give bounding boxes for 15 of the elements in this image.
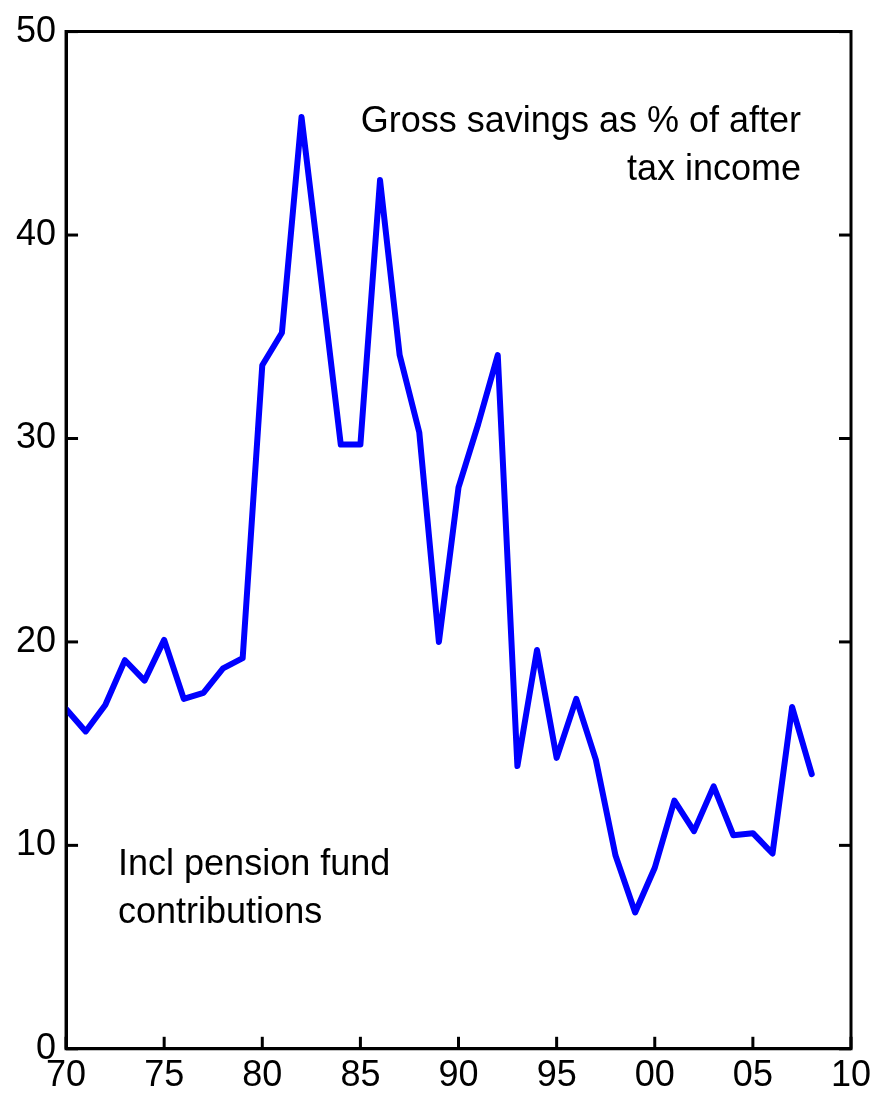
x-tick-label: 80 xyxy=(242,1053,283,1095)
x-tick-label: 10 xyxy=(830,1053,872,1095)
x-tick-label: 05 xyxy=(732,1053,773,1095)
annotation: Gross savings as % of after tax income xyxy=(360,98,801,188)
annotation: Incl pension fund contributions xyxy=(118,841,391,931)
y-tick-label: 40 xyxy=(16,211,57,253)
y-tick-label: 20 xyxy=(16,618,57,660)
x-tick-label: 00 xyxy=(634,1053,675,1095)
x-tick-label: 75 xyxy=(144,1053,185,1095)
x-tick-label: 85 xyxy=(340,1053,381,1095)
x-tick-label: 90 xyxy=(438,1053,479,1095)
y-tick-label: 30 xyxy=(16,415,57,457)
y-tick-label: 10 xyxy=(16,822,57,864)
y-tick-label: 50 xyxy=(16,8,57,50)
x-tick-label: 95 xyxy=(536,1053,577,1095)
